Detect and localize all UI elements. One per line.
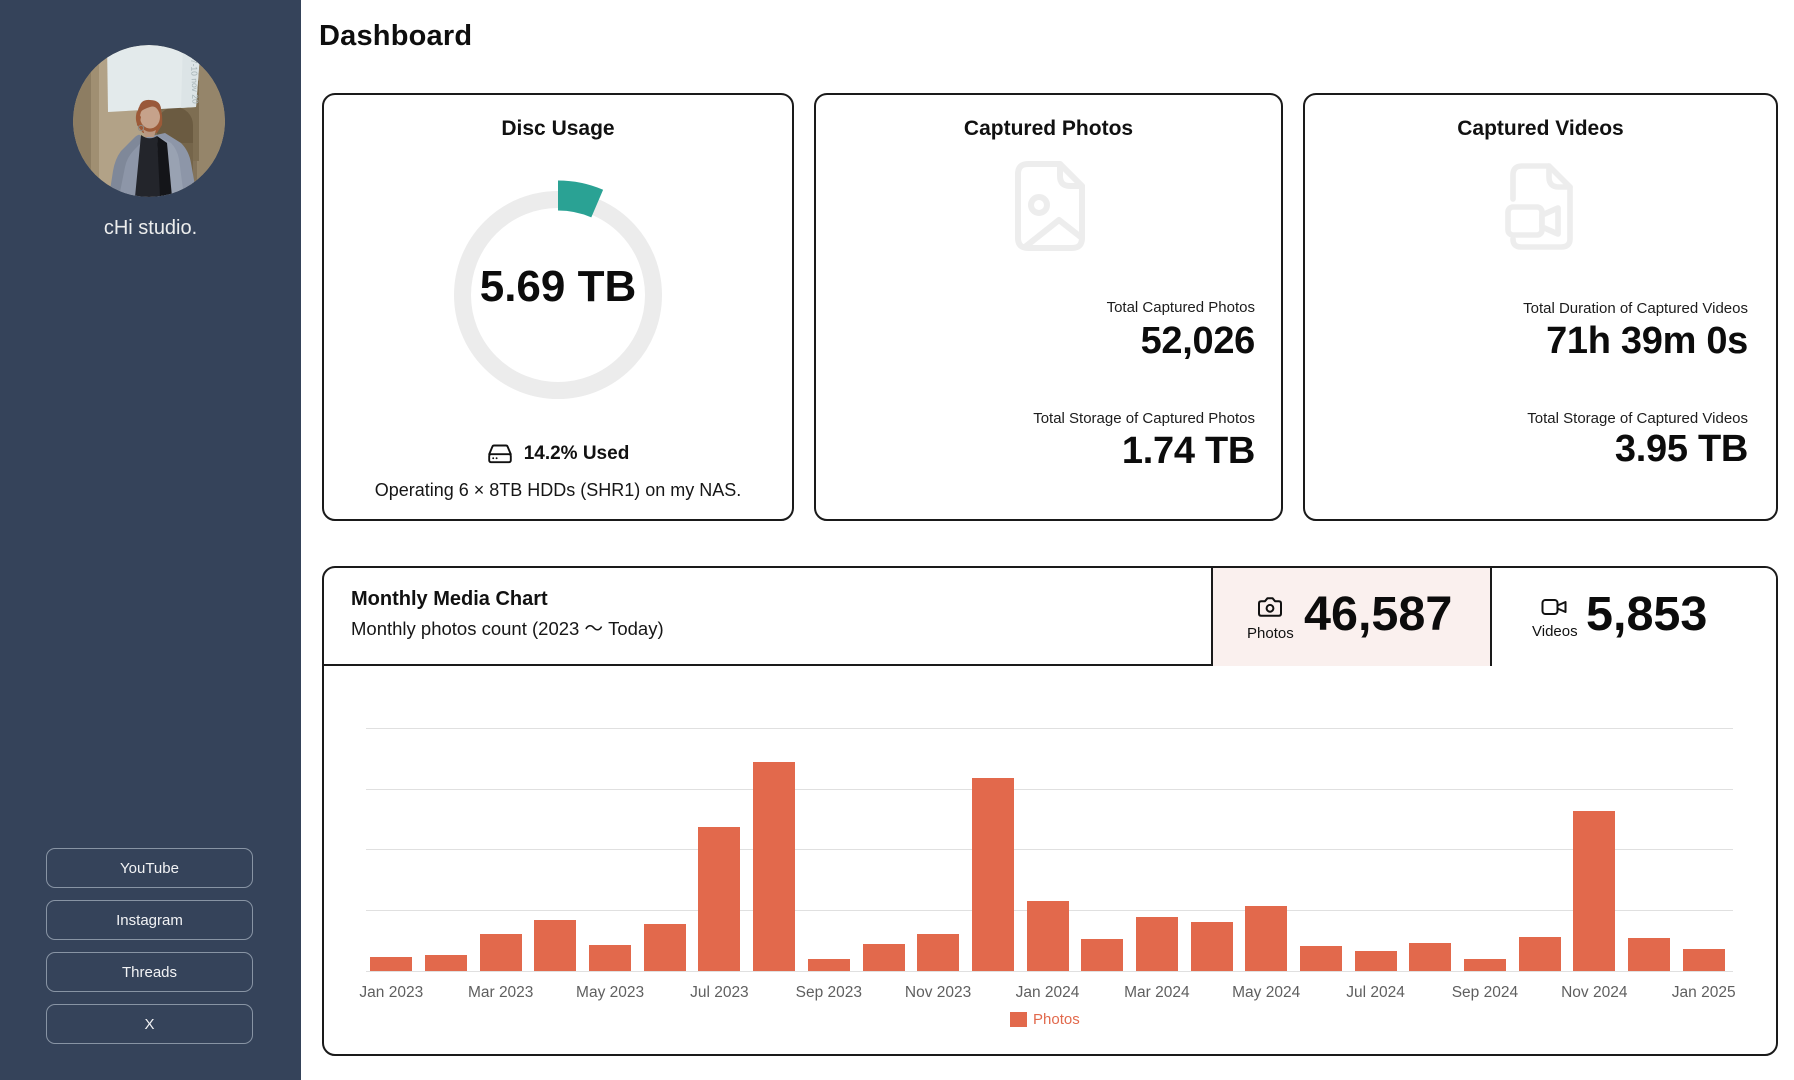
svg-text:7-10 nov 20: 7-10 nov 20 — [189, 59, 201, 104]
